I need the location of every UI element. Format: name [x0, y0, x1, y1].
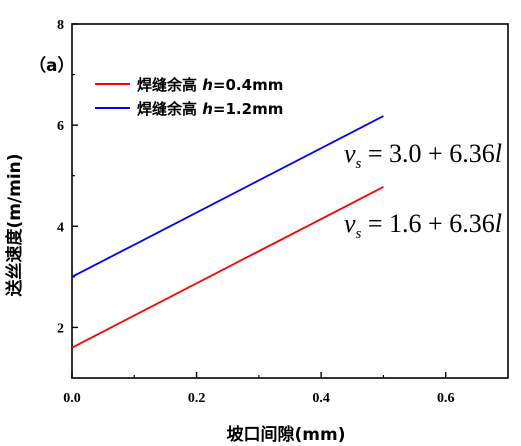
- y-tick-label: 2: [57, 321, 64, 336]
- x-tick-label: 0.2: [188, 391, 206, 406]
- axis-ticks: 0.0 0.2 0.4 0.6 2 4 6 8: [57, 18, 454, 406]
- y-tick-label: 8: [57, 18, 64, 33]
- y-axis-title: 送丝速度(m/min): [4, 153, 25, 296]
- legend-label-1: 焊缝余高 h=0.4mm: [137, 76, 283, 94]
- x-tick-label: 0.0: [63, 391, 81, 406]
- x-axis-title: 坡口间隙(mm): [227, 424, 346, 445]
- x-tick-label: 0.6: [437, 391, 455, 406]
- y-tick-label: 4: [57, 220, 64, 235]
- plot-area-border: [71, 23, 509, 379]
- plot-frame: [71, 23, 509, 379]
- legend-label-2: 焊缝余高 h=1.2mm: [137, 100, 283, 118]
- series-lines: [71, 115, 384, 349]
- series-line-2: [71, 115, 384, 278]
- panel-label: （a）: [29, 55, 74, 76]
- equation-upper: vs = 3.0 + 6.36l: [344, 139, 502, 172]
- y-tick-label: 6: [57, 119, 64, 134]
- legend: 焊缝余高 h=0.4mm 焊缝余高 h=1.2mm: [95, 76, 283, 118]
- series-line-1: [71, 186, 384, 349]
- equation-lower: vs = 1.6 + 6.36l: [344, 209, 502, 242]
- x-tick-label: 0.4: [312, 391, 330, 406]
